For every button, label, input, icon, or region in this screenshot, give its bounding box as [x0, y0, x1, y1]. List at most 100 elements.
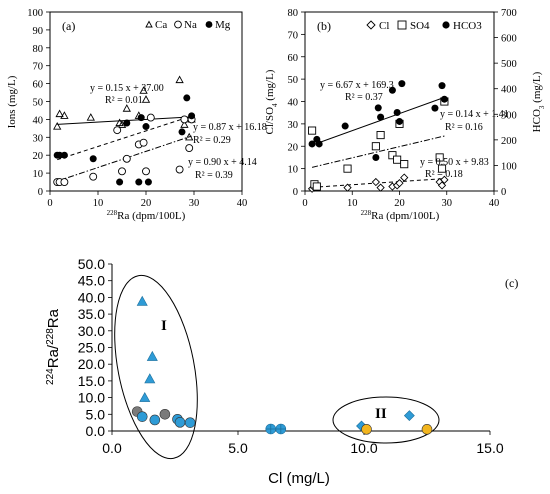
panel-b-point-hco3 — [388, 86, 396, 94]
panel-b-trend1-equation: y = 6.67 x + 169.3 — [320, 80, 394, 91]
panel-a-point-mg — [178, 128, 186, 136]
panel-c-point-circle-plus — [275, 423, 287, 435]
panel-b-legend: Cl SO4 HCO3 — [366, 20, 482, 32]
panel-b-y-right-tick-label: 300 — [501, 110, 517, 121]
panel-b-y-tick-label: 60 — [288, 53, 299, 64]
panel-b-x-tick-label: 10 — [347, 198, 358, 209]
panel-b-point-so4 — [343, 164, 352, 173]
panel-a-point-mg — [135, 178, 143, 186]
panel-a-point-na — [139, 138, 148, 147]
legend-so4-marker — [397, 20, 407, 30]
panel-a-point-ca — [122, 104, 131, 112]
panel-c-y-tick-label: 15.0 — [78, 373, 105, 389]
panel-a-point-ca — [53, 122, 62, 130]
panel-b-point-so4 — [400, 160, 409, 169]
panel-b-x-tick-label: 20 — [394, 198, 405, 209]
panel-a-trend2-r2: R² = 0.29 — [193, 135, 231, 146]
group-i-label: I — [161, 318, 167, 334]
panel-b-label: (b) — [317, 19, 331, 33]
panel-a-trend2-equation: y = 0.87 x + 16.18 — [193, 122, 267, 133]
panel-b-point-so4 — [393, 155, 402, 164]
group-i-ellipse — [114, 274, 198, 460]
panel-b-point-cl — [437, 181, 447, 190]
panel-a-label: (a) — [62, 19, 75, 33]
panel-c-y-tick-label: 45.0 — [78, 273, 105, 289]
panel-b-y-right-axis-label: HCO3 (mg/L) — [531, 71, 546, 132]
panel-a-trend1-equation: y = 0.15 x + 37.00 — [90, 83, 164, 94]
panel-b-y-tick-label: 30 — [288, 120, 299, 131]
panel-c-y-tick-label: 40.0 — [78, 289, 105, 305]
panel-a-point-mg — [137, 114, 145, 122]
panel-a-point-mg — [56, 151, 64, 159]
panel-c-x-tick-label: 10.0 — [350, 440, 377, 456]
panel-a-y-tick-label: 90 — [33, 26, 44, 37]
panel-c-point-circle-filled — [136, 411, 148, 422]
panel-a-point-na — [142, 167, 150, 176]
panel-b-y-right-tick-label: 700 — [501, 8, 517, 19]
panel-b-trendline-1 — [311, 96, 445, 146]
legend-cl-marker — [366, 20, 376, 30]
panel-a-y-tick-label: 100 — [27, 8, 43, 19]
legend-hco3-marker — [442, 21, 450, 29]
panel-b-y-tick-label: 40 — [288, 98, 299, 109]
panel-b-point-so4 — [388, 151, 397, 160]
panel-b-y-tick-label: 20 — [288, 142, 299, 153]
panel-b-point-cl — [371, 177, 381, 187]
panel-a-point-na — [146, 113, 155, 122]
panel-a-point-mg — [60, 151, 68, 159]
panel-c-point-triangle-filled — [146, 350, 158, 361]
legend-ca-marker — [145, 20, 153, 28]
panel-a-y-tick-label: 80 — [33, 44, 44, 55]
panel-b-y-right-tick-label: 0 — [501, 187, 506, 198]
legend-na-marker — [174, 20, 182, 29]
panel-b-point-hco3 — [393, 108, 401, 116]
panel-c-y-tick-label: 0.0 — [86, 423, 106, 439]
panel-b-point-hco3 — [374, 104, 382, 112]
panel-c-point-triangle-filled — [139, 391, 151, 402]
panel-c-point-triangle-filled — [144, 373, 156, 384]
panel-b-point-cl — [343, 183, 352, 192]
panel-a-y-tick-label: 30 — [33, 133, 44, 144]
panel-a-point-na — [60, 178, 69, 187]
panel-b-y-right-tick-label: 100 — [501, 161, 517, 172]
panel-b-point-cl — [395, 179, 404, 188]
panel-b-point-hco3 — [315, 140, 323, 148]
panel-a-point-mg — [144, 178, 152, 186]
panel-a-trend3-equation: y = 0.90 x + 4.14 — [188, 157, 257, 168]
legend-so4-label: SO4 — [410, 20, 430, 32]
panel-b-point-so4 — [376, 131, 385, 140]
panel-b-y-tick-label: 80 — [288, 8, 299, 19]
group-ii-label: II — [375, 406, 387, 422]
panel-a-point-mg — [89, 155, 97, 163]
panel-c-point-circle-filled — [149, 414, 161, 426]
panel-a-y-tick-label: 0 — [38, 187, 43, 198]
panel-b-x-tick-label: 0 — [302, 198, 307, 209]
panel-c-point-circle-filled — [174, 417, 186, 428]
panel-a-point-mg — [183, 94, 191, 102]
panel-c: 0.05.010.015.020.025.030.035.040.045.050… — [45, 256, 519, 487]
panel-c-point-circle-filled — [361, 424, 372, 435]
panel-a-y-axis-label: Ions (mg/L) — [6, 75, 18, 128]
legend-mg-marker — [205, 21, 213, 28]
panel-a-x-tick-label: 10 — [93, 198, 104, 209]
panel-c-point-circle-filled — [159, 408, 171, 420]
panel-a-x-axis-label: 228Ra (dpm/100L) — [107, 209, 186, 222]
panel-c-point-diamond-filled — [403, 410, 415, 422]
panel-c-y-tick-label: 25.0 — [78, 340, 105, 356]
panel-a-point-mg — [188, 112, 196, 120]
panel-a-point-na — [180, 115, 189, 124]
panel-b-point-cl — [440, 175, 449, 184]
panel-b-x-tick-label: 40 — [489, 198, 500, 209]
panel-b-point-hco3 — [398, 80, 406, 88]
panel-b-point-hco3 — [440, 95, 448, 103]
panel-c-point-triangle-filled — [136, 295, 148, 306]
panel-b-point-cl — [376, 183, 385, 192]
panel-b-trend2-r2: R² = 0.16 — [445, 122, 483, 133]
panel-a-point-ca — [60, 111, 69, 119]
legend-mg-label: Mg — [215, 19, 231, 31]
panel-b-point-hco3 — [308, 140, 316, 148]
panel-a-point-ca — [86, 113, 95, 121]
panel-a-point-mg — [123, 119, 131, 127]
panel-a-trend1-r2: R² = 0.01 — [105, 95, 143, 106]
